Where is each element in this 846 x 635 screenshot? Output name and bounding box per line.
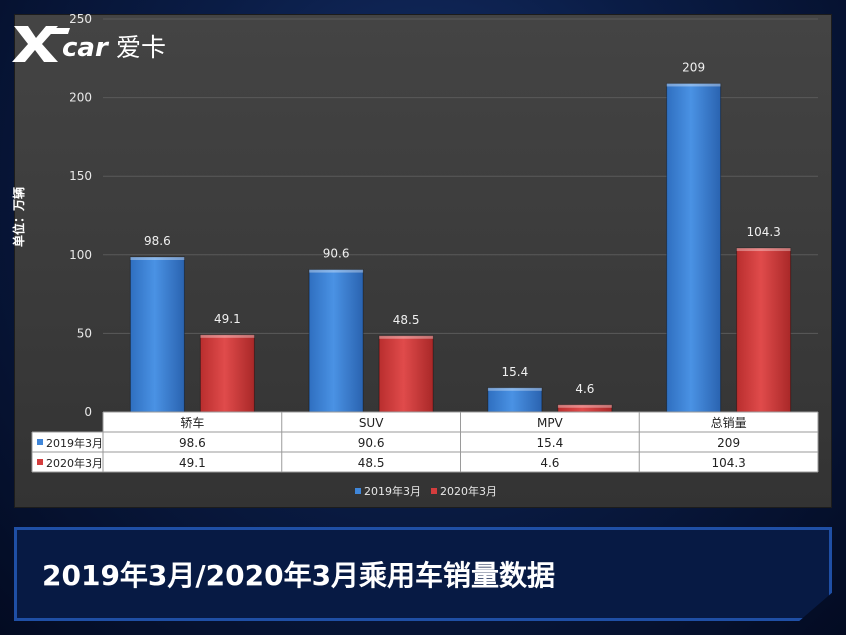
- bar-2019-0: [129, 256, 185, 413]
- x-category-label: 总销量: [711, 416, 747, 430]
- bar-2020-0: [199, 334, 255, 413]
- legend-key: [431, 488, 437, 494]
- data-label: 98.6: [144, 234, 171, 248]
- bar-highlight: [130, 257, 185, 261]
- legend-label: 2019年3月: [364, 484, 421, 498]
- data-label: 4.6: [575, 382, 594, 396]
- table-legend-key: [37, 439, 43, 445]
- bar-2019-1: [308, 269, 364, 413]
- y-tick-label: 50: [77, 326, 92, 340]
- y-tick-label: 100: [69, 248, 92, 262]
- bar-highlight: [379, 335, 434, 339]
- table-cell: 104.3: [711, 456, 745, 470]
- table-cell: 98.6: [179, 436, 206, 450]
- caption-bar: [14, 527, 832, 621]
- x-category-label: 轿车: [180, 415, 204, 430]
- bar-2019-2: [487, 387, 543, 413]
- data-label: 15.4: [502, 365, 529, 379]
- table-cell: 90.6: [358, 436, 385, 450]
- bar-highlight: [736, 248, 791, 252]
- svg-text:car: car: [62, 33, 110, 63]
- table-cell: 4.6: [540, 456, 559, 470]
- x-category-label: MPV: [537, 416, 564, 430]
- caption-title: 2019年3月/2020年3月乘用车销量数据: [42, 559, 556, 592]
- bar-highlight: [557, 404, 612, 408]
- y-axis-label: 单位：万辆: [12, 186, 26, 247]
- bar-2020-1: [378, 335, 434, 413]
- y-tick-label: 0: [84, 405, 92, 419]
- bar-2020-3: [736, 247, 792, 413]
- data-label: 49.1: [214, 312, 241, 326]
- bar-highlight: [666, 83, 721, 87]
- table-series-name: 2019年3月: [46, 436, 103, 450]
- table-series-name: 2020年3月: [46, 456, 103, 470]
- table-cell: 49.1: [179, 456, 206, 470]
- bar-2019-3: [666, 82, 722, 413]
- data-label: 48.5: [393, 313, 420, 327]
- data-label: 90.6: [323, 247, 350, 261]
- table-cell: 48.5: [358, 456, 385, 470]
- y-tick-label: 200: [69, 91, 92, 105]
- y-tick-label: 150: [69, 169, 92, 183]
- data-label: 104.3: [746, 225, 780, 239]
- x-category-label: SUV: [359, 416, 384, 430]
- table-legend-key: [37, 459, 43, 465]
- legend-key: [355, 488, 361, 494]
- bar-highlight: [309, 269, 364, 273]
- xcar-logo: car 爱卡: [12, 26, 166, 63]
- table-cell: 209: [717, 436, 740, 450]
- bar-highlight: [200, 334, 255, 338]
- table-cell: 15.4: [537, 436, 564, 450]
- bar-highlight: [487, 387, 542, 391]
- bar-chart: 0 50 100 150 200 250 98.6 90.6 15.4 209 49.1 48.5 4…: [31, 12, 819, 498]
- svg-text:爱卡: 爱卡: [116, 33, 166, 62]
- y-tick-label: 250: [69, 12, 92, 26]
- data-label: 209: [682, 60, 705, 74]
- legend-label: 2020年3月: [440, 484, 497, 498]
